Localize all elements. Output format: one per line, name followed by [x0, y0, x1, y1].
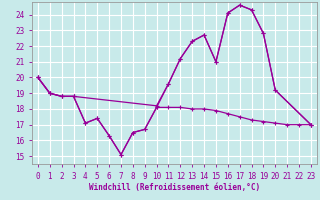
X-axis label: Windchill (Refroidissement éolien,°C): Windchill (Refroidissement éolien,°C)	[89, 183, 260, 192]
